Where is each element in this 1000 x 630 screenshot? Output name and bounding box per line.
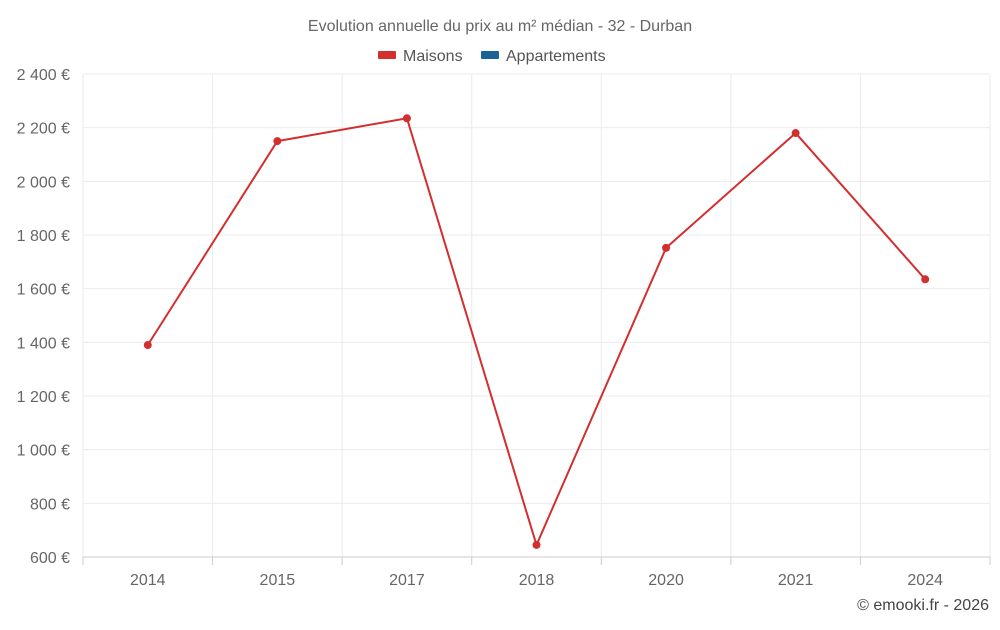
- legend-swatch-appartements: [481, 51, 499, 59]
- y-axis-ticks: 600 € 800 € 1 000 € 1 200 € 1 400 € 1 600 € 1 …: [17, 67, 70, 567]
- y-tick-label: 1 400 €: [17, 335, 70, 352]
- y-tick-label: 1 000 €: [17, 443, 70, 460]
- data-point-maisons-2020[interactable]: [662, 243, 671, 252]
- series-lines: [146, 117, 926, 546]
- legend-item-appartements[interactable]: Appartements: [481, 48, 606, 65]
- x-tick-label: 2024: [907, 572, 943, 589]
- legend: Maisons Appartements: [378, 48, 606, 65]
- credit-text: © emooki.fr - 2026: [857, 597, 989, 614]
- y-tick-label: 2 200 €: [17, 121, 70, 138]
- x-tick-label: 2018: [519, 572, 555, 589]
- legend-item-maisons[interactable]: Maisons: [378, 48, 463, 65]
- legend-label-appartements: Appartements: [506, 48, 606, 65]
- x-gridlines: [82, 74, 991, 565]
- data-point-maisons-2017[interactable]: [402, 114, 411, 123]
- series-line-maisons: [146, 117, 926, 546]
- data-point-maisons-2014[interactable]: [143, 341, 152, 350]
- y-tick-label: 1 600 €: [17, 282, 70, 299]
- data-point-maisons-2018[interactable]: [532, 540, 541, 549]
- y-tick-label: 1 800 €: [17, 228, 70, 245]
- x-tick-label: 2014: [130, 572, 166, 589]
- x-tick-label: 2020: [648, 572, 684, 589]
- data-point-maisons-2024[interactable]: [921, 275, 930, 284]
- legend-label-maisons: Maisons: [403, 48, 463, 65]
- y-tick-label: 600 €: [30, 550, 70, 567]
- data-point-maisons-2021[interactable]: [791, 129, 800, 138]
- series-points: [143, 114, 930, 549]
- y-tick-label: 2 000 €: [17, 174, 70, 191]
- x-tick-label: 2017: [389, 572, 425, 589]
- x-axis-ticks: 2014 2015 2017 2018 2020 2021 2024: [130, 572, 943, 589]
- data-point-maisons-2015[interactable]: [273, 137, 282, 146]
- legend-swatch-maisons: [378, 51, 396, 59]
- y-tick-label: 2 400 €: [17, 67, 70, 84]
- chart-title: Evolution annuelle du prix au m² médian …: [308, 18, 692, 35]
- x-tick-label: 2021: [778, 572, 814, 589]
- y-tick-label: 1 200 €: [17, 389, 70, 406]
- y-tick-label: 800 €: [30, 496, 70, 513]
- y-gridlines: [83, 73, 990, 504]
- x-tick-label: 2015: [260, 572, 296, 589]
